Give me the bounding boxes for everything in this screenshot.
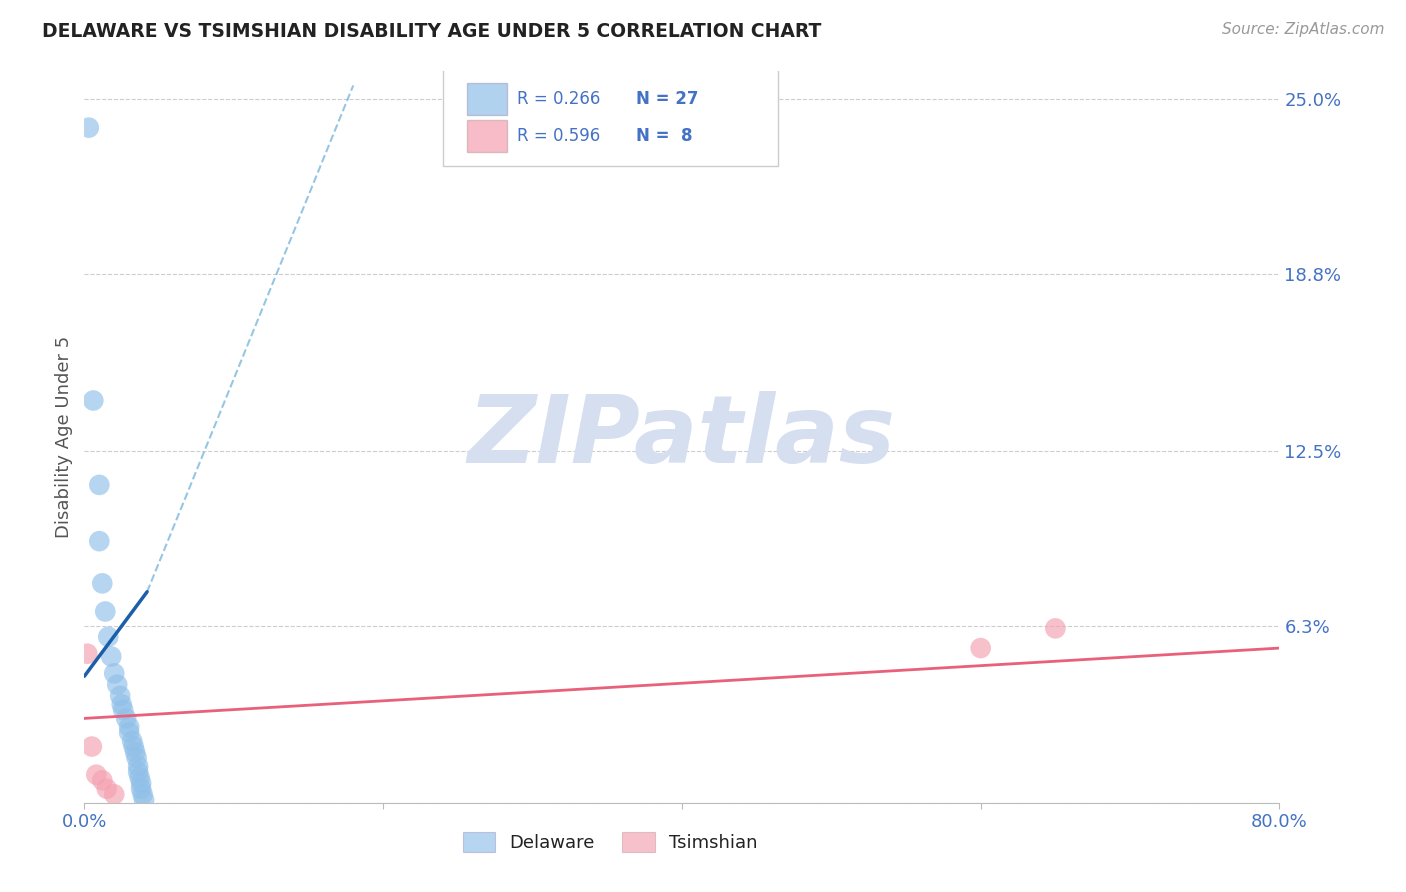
Point xyxy=(91,773,114,788)
Point xyxy=(89,478,111,492)
Point xyxy=(129,781,152,796)
Point xyxy=(105,678,128,692)
FancyBboxPatch shape xyxy=(443,68,778,167)
Point xyxy=(82,393,104,408)
Point xyxy=(100,649,122,664)
Point xyxy=(89,534,111,549)
Point xyxy=(91,576,114,591)
Text: N = 27: N = 27 xyxy=(637,90,699,108)
Point xyxy=(103,666,125,681)
Text: ZIPatlas: ZIPatlas xyxy=(468,391,896,483)
Text: N =  8: N = 8 xyxy=(637,127,693,145)
Point xyxy=(76,647,98,661)
Point xyxy=(80,739,103,754)
Point xyxy=(86,767,108,781)
Point xyxy=(128,771,150,785)
Point xyxy=(118,725,141,739)
Legend: Delaware, Tsimshian: Delaware, Tsimshian xyxy=(456,824,765,860)
Point xyxy=(127,764,149,779)
Point xyxy=(112,703,135,717)
Text: Source: ZipAtlas.com: Source: ZipAtlas.com xyxy=(1222,22,1385,37)
Point xyxy=(103,788,125,802)
Point xyxy=(121,734,143,748)
Point xyxy=(1045,621,1067,635)
Point xyxy=(77,120,100,135)
Point xyxy=(96,781,118,796)
Point xyxy=(122,739,145,754)
Point xyxy=(124,745,146,759)
FancyBboxPatch shape xyxy=(467,120,508,152)
Text: R = 0.266: R = 0.266 xyxy=(517,90,600,108)
Point xyxy=(110,689,132,703)
Point xyxy=(127,759,149,773)
Point xyxy=(970,641,993,656)
Point xyxy=(118,720,141,734)
Y-axis label: Disability Age Under 5: Disability Age Under 5 xyxy=(55,336,73,538)
Point xyxy=(129,776,152,790)
Point xyxy=(125,751,148,765)
FancyBboxPatch shape xyxy=(467,83,508,115)
Point xyxy=(115,711,138,725)
Point xyxy=(111,698,134,712)
Text: R = 0.596: R = 0.596 xyxy=(517,127,600,145)
Point xyxy=(94,605,117,619)
Text: DELAWARE VS TSIMSHIAN DISABILITY AGE UNDER 5 CORRELATION CHART: DELAWARE VS TSIMSHIAN DISABILITY AGE UND… xyxy=(42,22,821,41)
Point xyxy=(97,630,120,644)
Point xyxy=(131,788,153,802)
Point xyxy=(132,793,156,807)
